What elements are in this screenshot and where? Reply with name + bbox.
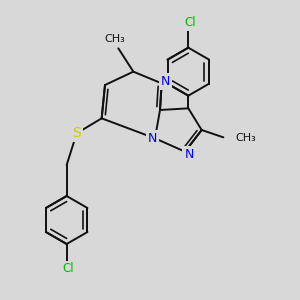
Text: N: N — [161, 75, 170, 88]
Text: S: S — [72, 126, 81, 140]
Text: N: N — [148, 132, 157, 145]
Text: N: N — [184, 148, 194, 161]
Text: Cl: Cl — [62, 262, 74, 275]
Text: CH₃: CH₃ — [235, 133, 256, 143]
Text: CH₃: CH₃ — [105, 34, 125, 44]
Text: Cl: Cl — [184, 16, 196, 29]
